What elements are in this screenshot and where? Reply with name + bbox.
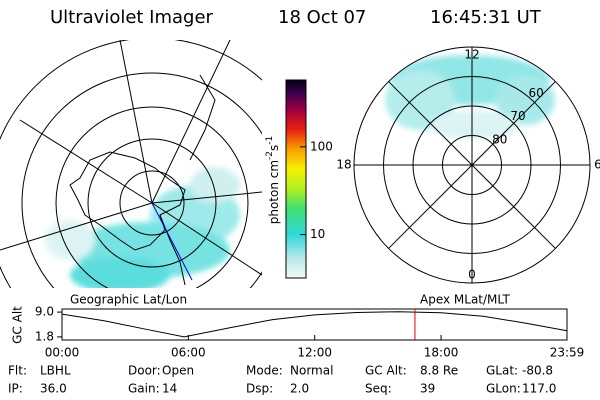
info-value: LBHL bbox=[40, 364, 71, 378]
mlt-label: 12 bbox=[464, 48, 479, 62]
time: 16:45:31 UT bbox=[430, 7, 542, 28]
info-label: Mode: bbox=[246, 364, 283, 378]
mlt-line bbox=[471, 81, 556, 166]
y-tick-label: 9.0 bbox=[35, 305, 54, 319]
right-title: Apex MLat/MLT bbox=[420, 293, 510, 307]
y-tick-label: 1.8 bbox=[35, 329, 54, 343]
x-tick-label: 06:00 bbox=[171, 346, 206, 360]
colorbar-tick-label: 100 bbox=[310, 139, 333, 153]
left-title: Geographic Lat/Lon bbox=[70, 293, 187, 307]
x-tick-label: 18:00 bbox=[424, 346, 459, 360]
info-value: Normal bbox=[290, 364, 333, 378]
info-label: GLat: bbox=[486, 364, 518, 378]
colorbar-label: photon cm-2s-1 bbox=[265, 136, 281, 225]
info-label: Gain: bbox=[128, 382, 160, 396]
mlt-label: 18 bbox=[336, 158, 351, 172]
info-label: IP: bbox=[8, 382, 23, 396]
lat-label: 70 bbox=[510, 109, 525, 123]
x-tick-label: 12:00 bbox=[297, 346, 332, 360]
x-tick-label: 23:59 bbox=[550, 346, 585, 360]
mlt-line bbox=[388, 81, 473, 166]
info-value: 2.0 bbox=[290, 382, 309, 396]
info-label: Flt: bbox=[8, 364, 27, 378]
date: 18 Oct 07 bbox=[278, 7, 366, 28]
mlt-label: 0 bbox=[468, 268, 476, 282]
info-label: GC Alt: bbox=[365, 364, 407, 378]
altitude-curve bbox=[61, 311, 568, 338]
info-value: 36.0 bbox=[40, 382, 67, 396]
info-label: Seq: bbox=[365, 382, 392, 396]
info-value: 14 bbox=[162, 382, 177, 396]
info-label: GLon: bbox=[486, 382, 521, 396]
info-label: Dsp: bbox=[246, 382, 273, 396]
y-label: GC Alt bbox=[11, 306, 25, 344]
title: Ultraviolet Imager bbox=[50, 7, 214, 28]
auroral-image bbox=[385, 55, 555, 139]
info-value: 39 bbox=[420, 382, 435, 396]
x-tick-label: 00:00 bbox=[45, 346, 80, 360]
colorbar bbox=[285, 79, 307, 279]
mlt-line bbox=[471, 164, 556, 249]
geographic-map bbox=[0, 40, 262, 288]
mlt-line bbox=[388, 164, 473, 249]
lat-label: 80 bbox=[492, 132, 507, 146]
colorbar-tick-label: 10 bbox=[310, 227, 325, 241]
info-value: -80.8 bbox=[522, 364, 553, 378]
lat-label: 60 bbox=[528, 86, 543, 100]
info-value: 8.8 Re bbox=[420, 364, 458, 378]
info-value: Open bbox=[162, 364, 194, 378]
mlt-label: 6 bbox=[594, 158, 600, 172]
info-label: Door: bbox=[128, 364, 161, 378]
info-value: 117.0 bbox=[522, 382, 556, 396]
